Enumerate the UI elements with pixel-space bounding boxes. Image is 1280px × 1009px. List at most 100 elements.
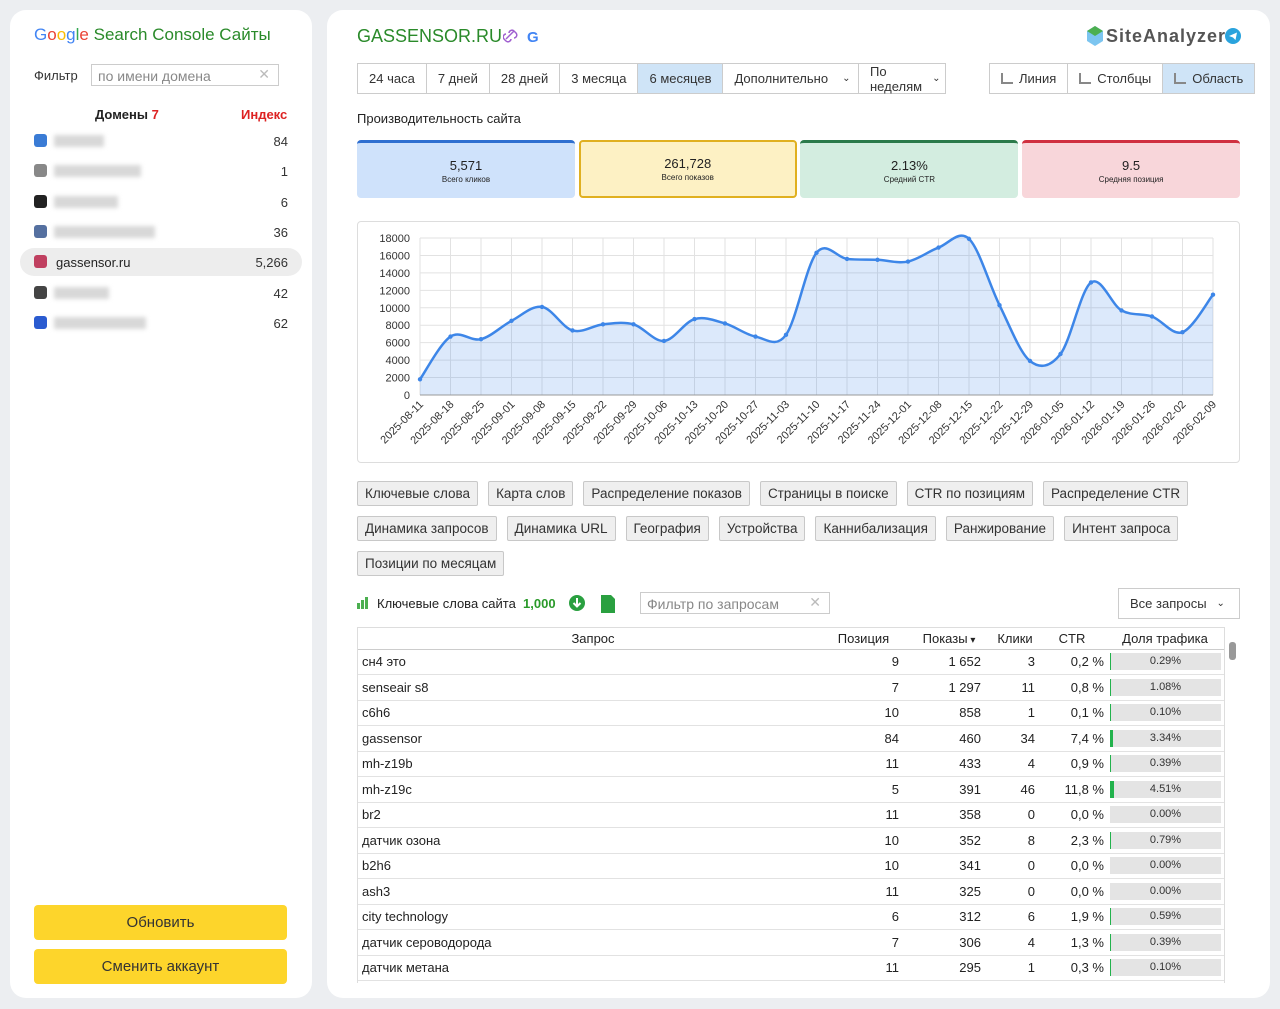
point <box>1027 358 1033 364</box>
column-header[interactable]: CTR <box>1058 631 1086 646</box>
domain-row[interactable]: 1 <box>20 157 302 185</box>
cell: 1,3 % <box>1070 934 1104 950</box>
domain-row[interactable]: gassensor.ru 5,266 <box>20 248 302 277</box>
view-button[interactable]: Область <box>1163 63 1256 94</box>
period-button[interactable]: 24 часа <box>357 63 427 94</box>
tool-button[interactable]: Позиции по месяцам <box>357 551 505 576</box>
period-button[interactable]: 7 дней <box>426 63 490 94</box>
period-button[interactable]: Дополнительно ⌄ <box>723 63 864 94</box>
domain-index: 1 <box>280 164 288 180</box>
tool-button[interactable]: Распределение CTR <box>1043 481 1189 506</box>
google-brand: Google <box>34 25 89 44</box>
period-button[interactable]: 6 месяцев <box>638 63 724 94</box>
share-label: 0.79% <box>1149 833 1182 846</box>
share-label: 0.00% <box>1149 884 1182 897</box>
cell: b2h6 <box>362 858 391 873</box>
tool-button[interactable]: Карта слов <box>488 481 574 506</box>
csv-icon[interactable] <box>601 595 615 613</box>
domain-index: 6 <box>280 194 288 210</box>
view-button[interactable]: Столбцы <box>1068 63 1164 94</box>
column-header[interactable]: Запрос <box>571 631 615 646</box>
telegram-icon[interactable] <box>1225 28 1241 44</box>
scrollbar[interactable] <box>1227 628 1239 982</box>
table-row: датчик сероводорода 7 306 4 1,3 % 0.39% <box>358 930 1224 956</box>
grouping-select[interactable]: По неделям ⌄ <box>858 63 946 94</box>
cell: c6h6 <box>362 705 391 720</box>
link-icon[interactable] <box>503 29 518 43</box>
kpi-value: 2.13% <box>890 157 928 173</box>
cell: 2,3 % <box>1070 832 1104 848</box>
cell: 460 <box>959 730 981 746</box>
section-title: Производительность сайта <box>357 111 521 126</box>
title-text: Search Console Сайты <box>93 25 271 44</box>
cell: 0,8 % <box>1070 679 1104 695</box>
column-header[interactable]: Клики <box>997 631 1033 646</box>
cell: 352 <box>959 832 981 848</box>
domains-header: Домены 7 <box>95 107 159 122</box>
view-label: Столбцы <box>1097 71 1152 86</box>
kpi-card: 9.5 Средняя позиция <box>1022 140 1241 198</box>
domain-row[interactable]: 36 <box>20 218 302 246</box>
tool-button[interactable]: Устройства <box>718 516 806 541</box>
cell: 7 <box>891 679 899 695</box>
domain-icon <box>34 164 47 178</box>
view-button[interactable]: Линия <box>989 63 1069 94</box>
point <box>844 256 850 262</box>
share-bar-bg: 3.34% <box>1110 729 1221 747</box>
tool-button[interactable]: Распределение показов <box>583 481 750 506</box>
label: Домены <box>95 107 148 122</box>
kpi-value: 261,728 <box>664 156 712 171</box>
domain-filter[interactable]: по имени домена ✕ <box>91 64 279 86</box>
query-select[interactable]: Все запросы ⌄ <box>1118 588 1240 619</box>
domain-row[interactable]: 42 <box>20 279 302 307</box>
grouping: По неделям <box>870 63 923 94</box>
cell: br2 <box>362 807 381 822</box>
tool-button[interactable]: Динамика запросов <box>357 516 497 541</box>
tool-button[interactable]: Ключевые слова <box>357 481 479 506</box>
domain-icon <box>34 134 47 147</box>
clear-icon[interactable]: ✕ <box>809 594 821 610</box>
domain-index: 62 <box>273 315 288 331</box>
point <box>1058 351 1063 357</box>
point <box>600 322 606 327</box>
domain-name: gassensor.ru <box>56 255 131 271</box>
domain-row[interactable]: 84 <box>20 127 302 155</box>
cell: 6 <box>891 909 899 924</box>
point <box>1210 292 1216 297</box>
cell: 325 <box>959 883 981 899</box>
cell: 10 <box>884 832 899 848</box>
tool-button[interactable]: География <box>625 516 709 541</box>
domain-row[interactable]: 6 <box>20 188 302 216</box>
column-header[interactable]: Доля трафика <box>1122 631 1208 646</box>
query-filter[interactable]: Фильтр по запросам ✕ <box>640 592 830 614</box>
tool-button[interactable]: CTR по позициям <box>906 481 1033 506</box>
refresh-button[interactable]: Обновить <box>34 905 287 940</box>
sort-icon[interactable]: ▾ <box>967 635 976 646</box>
share-bar-bg: 0.39% <box>1110 755 1221 772</box>
tool-button[interactable]: Динамика URL <box>506 516 616 541</box>
clear-icon[interactable]: ✕ <box>258 66 270 82</box>
y-tick-label: 6000 <box>386 338 410 350</box>
cell: 11,8 % <box>1064 781 1104 797</box>
column-header[interactable]: Позиция <box>837 631 890 646</box>
point <box>722 321 728 326</box>
switch-account-button[interactable]: Сменить аккаунт <box>34 949 287 984</box>
cell: 1,9 % <box>1070 909 1104 924</box>
tool-button[interactable]: Каннибализация <box>815 516 936 541</box>
domain-row[interactable]: 62 <box>20 309 302 337</box>
period-button[interactable]: 3 месяца <box>560 63 639 94</box>
tool-button[interactable]: Интент запроса <box>1064 516 1179 541</box>
scroll-thumb[interactable] <box>1229 642 1236 660</box>
tool-button[interactable]: Страницы в поиске <box>759 481 897 506</box>
column-header[interactable]: Показы ▾ <box>922 631 976 646</box>
y-tick-label: 12000 <box>379 285 410 297</box>
cell: 7,4 % <box>1070 730 1104 746</box>
cell: 358 <box>959 807 981 822</box>
cell: 11 <box>885 883 900 899</box>
share-label: 0.39% <box>1149 757 1182 769</box>
share-bar-bg: 0.00% <box>1110 857 1221 874</box>
table-row: ash3 11 325 0 0,0 % 0.00% <box>358 879 1224 905</box>
tool-button[interactable]: Ранжирование <box>945 516 1055 541</box>
google-icon[interactable]: G <box>527 29 539 46</box>
period-button[interactable]: 28 дней <box>489 63 561 94</box>
